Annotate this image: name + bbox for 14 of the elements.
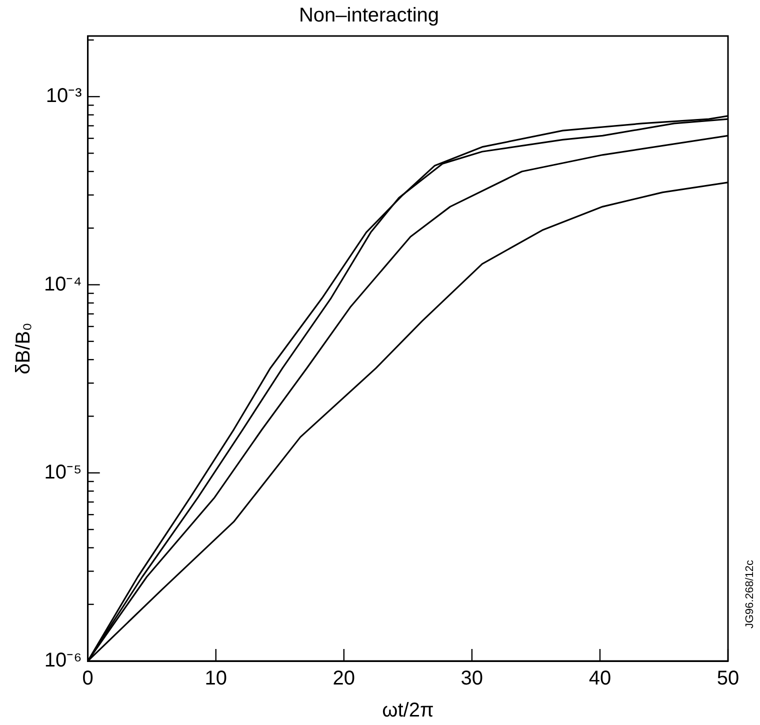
y-tick-label: 10⁻⁵ (44, 461, 82, 484)
x-tick-label: 10 (204, 668, 227, 690)
x-axis-title: ωt/2π (382, 700, 434, 722)
y-axis-title: δB/B₀ (12, 322, 35, 374)
x-tick-label: 40 (588, 668, 612, 690)
x-tick-label: 0 (82, 668, 94, 690)
text: JG96.268/12c (744, 560, 756, 628)
x-tick-label: 30 (460, 668, 484, 690)
y-tick-label: 10⁻⁴ (44, 273, 82, 296)
x-tick-label: 20 (332, 668, 356, 690)
y-tick-label: 10⁻³ (46, 85, 82, 108)
y-tick-label: 10⁻⁶ (44, 650, 82, 672)
x-tick-label: 50 (716, 668, 740, 690)
chart-title: Non–interacting (298, 4, 440, 27)
